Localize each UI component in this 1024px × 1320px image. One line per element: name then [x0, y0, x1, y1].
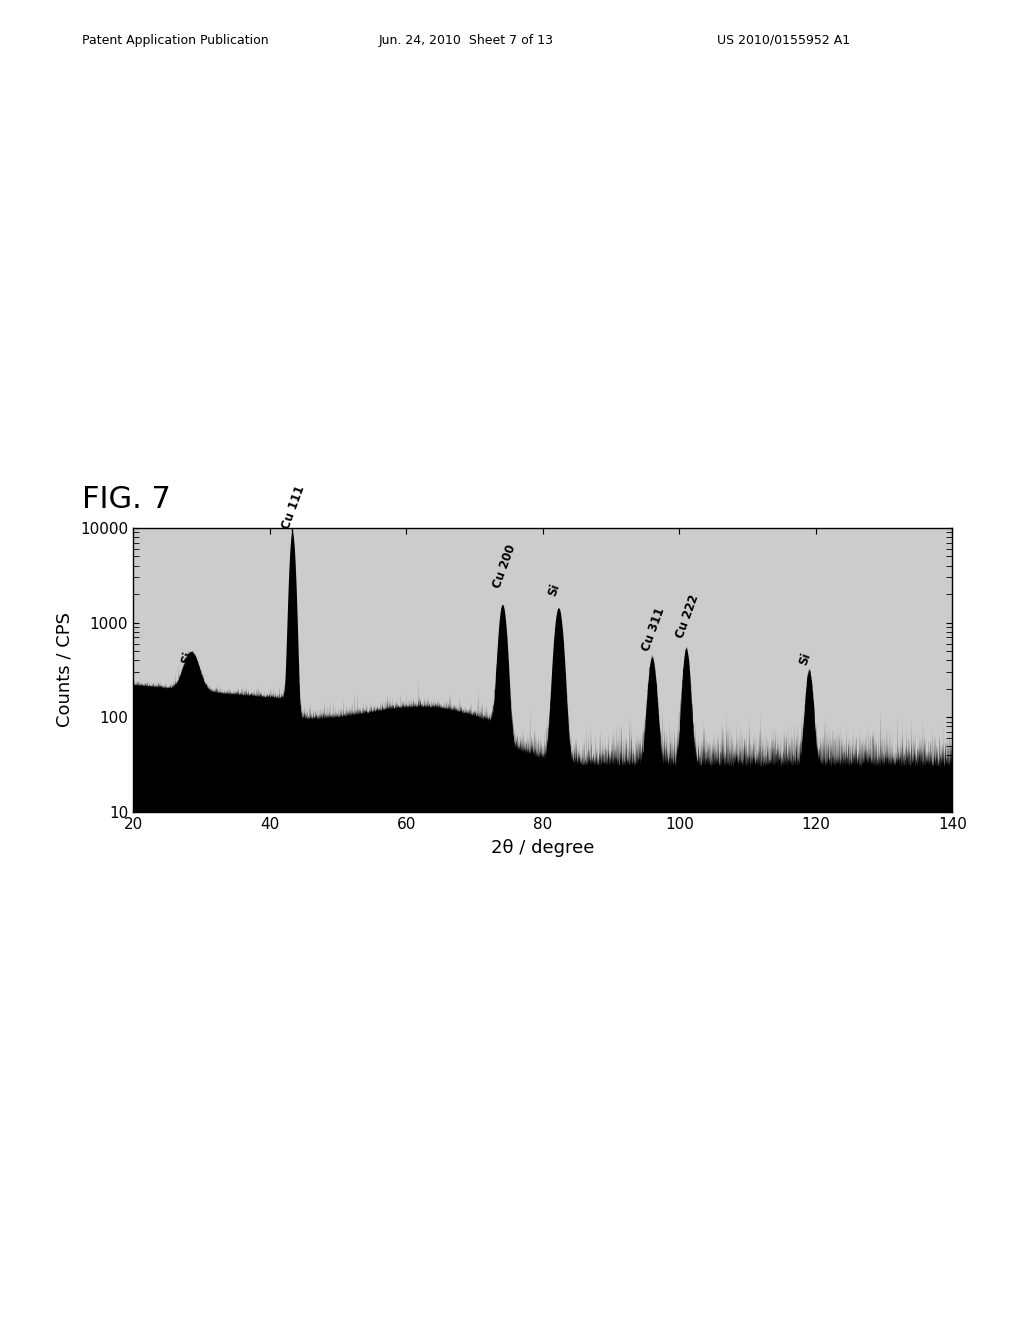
Text: Cu 311: Cu 311 — [640, 606, 668, 653]
Text: Cu 111: Cu 111 — [280, 484, 308, 532]
Y-axis label: Counts / CPS: Counts / CPS — [55, 612, 73, 727]
Text: Cu 200: Cu 200 — [490, 543, 518, 590]
Text: US 2010/0155952 A1: US 2010/0155952 A1 — [717, 33, 850, 46]
Text: Patent Application Publication: Patent Application Publication — [82, 33, 268, 46]
Text: Cu 222: Cu 222 — [674, 593, 701, 640]
Text: Jun. 24, 2010  Sheet 7 of 13: Jun. 24, 2010 Sheet 7 of 13 — [379, 33, 554, 46]
Text: Si: Si — [797, 651, 813, 667]
Text: Si: Si — [179, 649, 196, 665]
Text: Si: Si — [546, 582, 563, 598]
Text: FIG. 7: FIG. 7 — [82, 486, 171, 515]
X-axis label: 2θ / degree: 2θ / degree — [492, 838, 594, 857]
